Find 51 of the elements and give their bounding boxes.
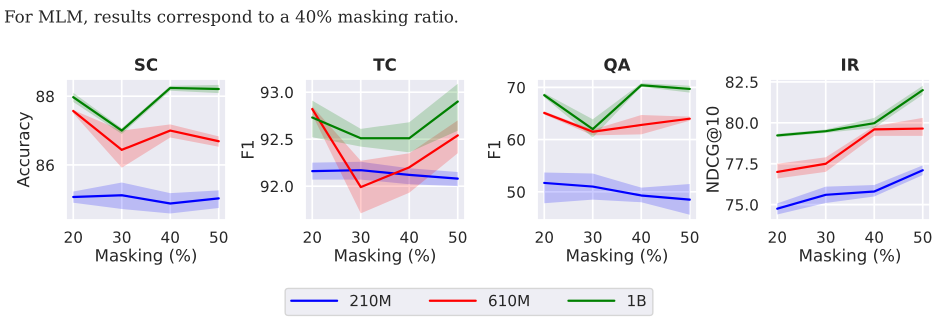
y-axis-title: Accuracy xyxy=(17,112,33,188)
x-tick-label: 30 xyxy=(113,231,130,243)
x-axis-title: Masking (%) xyxy=(567,248,667,265)
x-tick-label: 30 xyxy=(817,231,834,243)
x-tick-label: 20 xyxy=(768,231,786,243)
x-axis-title: Masking (%) xyxy=(96,248,196,265)
x-tick-label: 40 xyxy=(161,231,179,243)
x-tick-label: 40 xyxy=(400,231,418,243)
line-series xyxy=(776,127,924,174)
y-tick-label: 50 xyxy=(508,186,525,198)
x-tick-label: 50 xyxy=(681,231,698,243)
chart-title: TC xyxy=(373,58,396,71)
y-axis-title: F1 xyxy=(488,140,500,158)
y-tick-label: 60 xyxy=(508,134,525,146)
x-tick-label: 20 xyxy=(536,231,553,243)
line-series xyxy=(72,194,220,205)
y-axis-title: F1 xyxy=(241,140,254,158)
text: For MLM, results correspond to a 40% masking ratio. xyxy=(4,10,458,26)
chart-title: QA xyxy=(604,58,630,74)
line-series xyxy=(543,84,691,130)
x-tick-label: 40 xyxy=(632,231,650,243)
line-series xyxy=(543,182,691,201)
y-tick-label: 80.0 xyxy=(726,117,758,129)
legend-label: 610M xyxy=(488,294,529,306)
y-tick-label: 70 xyxy=(508,82,525,94)
x-axis-title: Masking (%) xyxy=(800,248,900,265)
y-tick-label: 93.0 xyxy=(260,86,293,98)
chart-title: IR xyxy=(842,58,860,71)
line-series xyxy=(72,110,220,151)
y-tick-label: 82.5 xyxy=(726,76,758,88)
y-tick-label: 88 xyxy=(36,90,54,102)
line-series xyxy=(311,169,459,180)
x-tick-label: 50 xyxy=(914,231,932,243)
legend-label: 1B xyxy=(628,294,646,306)
chart-title: SC xyxy=(135,58,158,71)
x-tick-label: 50 xyxy=(449,231,466,243)
x-tick-label: 30 xyxy=(584,231,602,243)
y-tick-label: 92.0 xyxy=(260,180,293,192)
y-axis-title: NDCG@10 xyxy=(706,106,722,192)
y-tick-label: 77.5 xyxy=(726,158,758,170)
x-tick-label: 20 xyxy=(64,231,82,243)
x-tick-label: 30 xyxy=(352,231,370,243)
x-tick-label: 20 xyxy=(304,231,321,243)
x-tick-label: 40 xyxy=(865,231,883,243)
y-tick-label: 75.0 xyxy=(726,199,758,211)
y-tick-label: 86 xyxy=(36,159,54,171)
x-axis-title: Masking (%) xyxy=(335,248,435,265)
legend-label: 210M xyxy=(350,294,390,306)
line-series xyxy=(311,108,459,188)
x-tick-label: 50 xyxy=(210,231,228,243)
y-tick-label: 92.5 xyxy=(260,134,293,146)
